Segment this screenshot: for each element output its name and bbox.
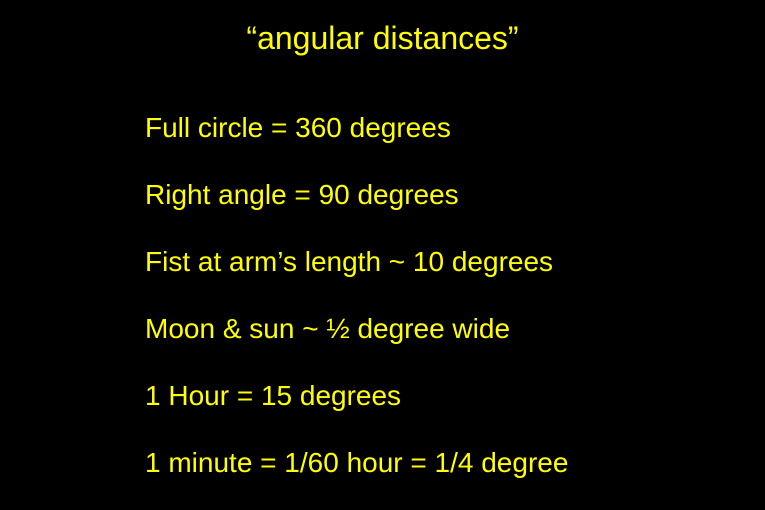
content-line: Fist at arm’s length ~ 10 degrees — [145, 246, 765, 278]
slide-content: Full circle = 360 degrees Right angle = … — [0, 112, 765, 479]
slide-container: “angular distances” Full circle = 360 de… — [0, 0, 765, 510]
content-line: 1 minute = 1/60 hour = 1/4 degree — [145, 447, 765, 479]
slide-title: “angular distances” — [0, 20, 765, 57]
content-line: Full circle = 360 degrees — [145, 112, 765, 144]
content-line: Right angle = 90 degrees — [145, 179, 765, 211]
content-line: 1 Hour = 15 degrees — [145, 380, 765, 412]
content-line: Moon & sun ~ ½ degree wide — [145, 313, 765, 345]
